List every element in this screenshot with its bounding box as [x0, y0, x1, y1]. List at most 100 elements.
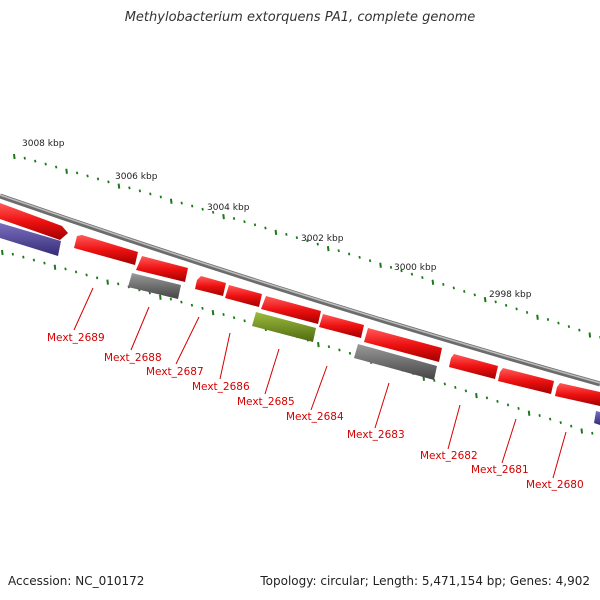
gene-arrow-2680-purple[interactable] — [594, 411, 600, 425]
inner-tick — [506, 403, 510, 407]
gene-arrow-2688[interactable] — [74, 235, 138, 265]
outer-tick — [232, 217, 236, 220]
outer-tick — [285, 232, 288, 236]
outer-tick — [421, 276, 424, 280]
label-leaders — [73, 287, 567, 479]
outer-tick — [389, 265, 393, 269]
inner-tick — [201, 306, 204, 310]
outer-tick — [410, 272, 414, 276]
outer-tick — [400, 269, 403, 273]
outer-tick — [211, 210, 215, 214]
outer-tick — [128, 186, 131, 190]
inner-tick — [443, 382, 446, 386]
inner-tick — [74, 270, 78, 274]
outer-tick — [368, 259, 372, 263]
outer-tick — [180, 201, 183, 205]
inner-tick — [338, 348, 341, 352]
inner-tick — [548, 417, 552, 421]
gene-labels: Mext_2689 Mext_2688 Mext_2687 Mext_2686 … — [47, 332, 584, 491]
inner-tick — [106, 279, 109, 285]
gene-arrows — [0, 203, 600, 425]
outer-tick — [536, 314, 539, 320]
outer-tick — [347, 252, 351, 256]
outer-tick — [316, 242, 319, 246]
outer-tick — [107, 180, 110, 184]
outer-tick — [442, 283, 445, 286]
inner-tick — [159, 294, 162, 300]
gene-label-2687[interactable]: Mext_2687 — [146, 366, 204, 378]
outer-tick — [546, 318, 550, 321]
gene-label-2682[interactable]: Mext_2682 — [420, 450, 478, 462]
inner-tick — [348, 351, 352, 355]
outer-tick — [306, 239, 309, 243]
inner-tick — [580, 428, 584, 434]
map-title: Methylobacterium extorquens PA1, complet… — [124, 10, 476, 25]
gene-label-2684[interactable]: Mext_2684 — [286, 411, 344, 423]
outer-scale-ticks — [13, 153, 600, 339]
outer-tick — [96, 177, 100, 181]
gene-label-2685[interactable]: Mext_2685 — [237, 396, 295, 408]
outer-tick — [44, 162, 47, 166]
gene-label-2689[interactable]: Mext_2689 — [47, 332, 105, 344]
inner-tick — [591, 431, 594, 435]
scale-label-3004: 3004 kbp — [207, 203, 250, 213]
outer-tick — [13, 153, 16, 160]
gene-arrow-2684[interactable] — [319, 314, 364, 338]
outer-tick — [169, 198, 173, 204]
gene-label-2681[interactable]: Mext_2681 — [471, 464, 529, 476]
gene-arrow-2685-a[interactable] — [225, 285, 262, 307]
inner-tick — [32, 258, 36, 262]
inner-tick — [559, 421, 562, 425]
outer-tick — [337, 249, 340, 253]
outer-tick — [159, 195, 162, 199]
outer-tick — [483, 297, 487, 303]
inner-tick — [454, 385, 457, 389]
outer-tick — [149, 192, 152, 196]
outer-tick — [75, 171, 79, 175]
gene-label-2686[interactable]: Mext_2686 — [192, 381, 250, 393]
gene-arrow-2689-purple[interactable] — [0, 223, 61, 256]
gene-label-2688[interactable]: Mext_2688 — [104, 352, 162, 364]
scale-label-3002: 3002 kbp — [301, 234, 344, 244]
gene-arrow-2680[interactable] — [555, 383, 600, 406]
outer-tick — [264, 226, 267, 230]
scale-label-3008: 3008 kbp — [22, 139, 65, 149]
inner-tick — [169, 297, 173, 301]
outer-tick — [117, 183, 121, 189]
inner-tick — [190, 303, 194, 307]
inner-tick — [538, 414, 541, 417]
outer-tick — [567, 325, 571, 329]
scale-label-2998: 2998 kbp — [489, 290, 532, 300]
inner-tick — [464, 389, 468, 393]
outer-tick — [515, 307, 518, 311]
inner-tick — [570, 424, 573, 428]
inner-tick — [11, 252, 15, 256]
outer-tick — [222, 214, 225, 220]
genome-backbone — [0, 193, 600, 387]
scale-label-3006: 3006 kbp — [115, 172, 158, 182]
outer-tick — [358, 255, 361, 259]
outer-tick — [379, 262, 382, 268]
outer-tick — [34, 159, 37, 163]
gene-arrow-2687[interactable] — [136, 256, 188, 282]
accession-text: Accession: NC_010172 — [8, 574, 145, 588]
outer-tick — [473, 293, 476, 297]
outer-tick — [494, 300, 497, 304]
outer-tick — [54, 165, 58, 169]
gene-arrow-2685-b[interactable] — [261, 296, 321, 324]
gene-label-2680[interactable]: Mext_2680 — [526, 479, 584, 491]
gene-arrow-2681[interactable] — [498, 368, 554, 394]
gene-arrow-2682[interactable] — [449, 354, 498, 379]
gene-label-2683[interactable]: Mext_2683 — [347, 429, 405, 441]
genome-info-text: Topology: circular; Length: 5,471,154 bp… — [260, 574, 590, 588]
outer-tick — [326, 246, 330, 252]
outer-tick — [588, 332, 592, 338]
outer-tick — [274, 229, 278, 236]
gene-arrow-2687-gray[interactable] — [128, 273, 181, 299]
gene-arrow-2683[interactable] — [364, 328, 442, 362]
gene-arrow-2685-olive[interactable] — [252, 312, 316, 342]
gene-arrow-2683-gray[interactable] — [354, 344, 437, 380]
gene-arrow-2686[interactable] — [195, 276, 226, 296]
gene-arrow-2689[interactable] — [0, 203, 68, 240]
